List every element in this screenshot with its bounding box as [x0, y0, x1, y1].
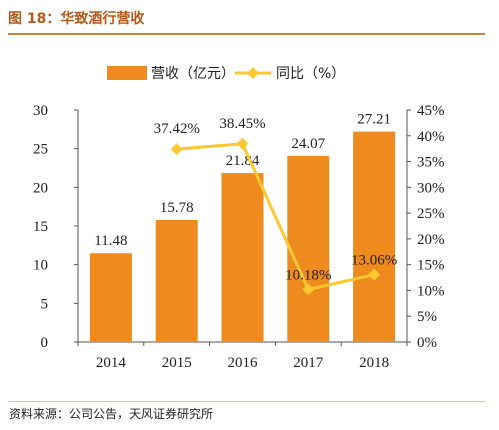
growth-marker [302, 283, 315, 296]
growth-value-label: 13.06% [351, 253, 397, 269]
figure-title: 图 18：华致酒行营收 [8, 11, 145, 27]
growth-value-label: 38.45% [219, 116, 265, 132]
growth-marker [170, 143, 183, 156]
growth-line [176, 142, 375, 292]
growth-marker [236, 137, 249, 150]
y2-tick-label: 15% [417, 258, 445, 274]
revenue-chart: 0 5 10 15 20 25 30 0% 5% 10% 15% 20% 25% 30% 35% 40% 45%… [33, 66, 445, 371]
y-tick-label: 15 [33, 219, 48, 235]
bar-value-label: 24.07 [291, 136, 325, 152]
x-tick-label: 2017 [293, 355, 324, 371]
y2-tick-label: 35% [417, 155, 445, 171]
growth-marker [368, 268, 381, 281]
legend-line-label: 同比（%） [276, 66, 345, 82]
y2-tick-label: 20% [417, 232, 445, 248]
y2-tick-label: 5% [417, 309, 437, 325]
legend-line-marker [247, 67, 259, 79]
x-tick-label: 2014 [96, 355, 127, 371]
source-note: 资料来源：公司公告，天风证券研究所 [9, 407, 214, 421]
bar-value-label: 27.21 [357, 112, 391, 128]
bar-value-label: 21.84 [226, 153, 260, 169]
bar [89, 253, 132, 342]
growth-value-label: 37.42% [154, 121, 200, 137]
y-tick-label: 30 [33, 103, 48, 119]
bar [155, 219, 198, 342]
x-tick-label: 2015 [162, 355, 192, 371]
bar-value-label: 11.48 [94, 233, 127, 249]
title-divider [8, 33, 485, 35]
bar-value-label: 15.78 [160, 200, 194, 216]
y-tick-label: 10 [33, 258, 48, 274]
y2-tick-label: 30% [417, 180, 445, 196]
legend-bar-swatch [107, 66, 147, 80]
y-tick-label: 5 [41, 296, 49, 312]
y2-tick-label: 10% [417, 283, 445, 299]
bar [353, 131, 396, 342]
y-tick-label: 20 [33, 180, 48, 196]
bar [221, 173, 264, 342]
legend-bar-label: 营收（亿元） [151, 66, 235, 82]
source-divider [8, 401, 485, 402]
x-tick-label: 2016 [228, 355, 259, 371]
growth-value-label: 10.18% [285, 268, 331, 284]
x-tick-label: 2018 [359, 355, 389, 371]
bar [287, 155, 330, 342]
y-tick-label: 25 [33, 142, 48, 158]
y2-tick-label: 0% [417, 335, 437, 351]
y2-tick-label: 25% [417, 206, 445, 222]
y2-tick-label: 45% [417, 103, 445, 119]
y2-tick-label: 40% [417, 129, 445, 145]
y-tick-label: 0 [41, 335, 49, 351]
